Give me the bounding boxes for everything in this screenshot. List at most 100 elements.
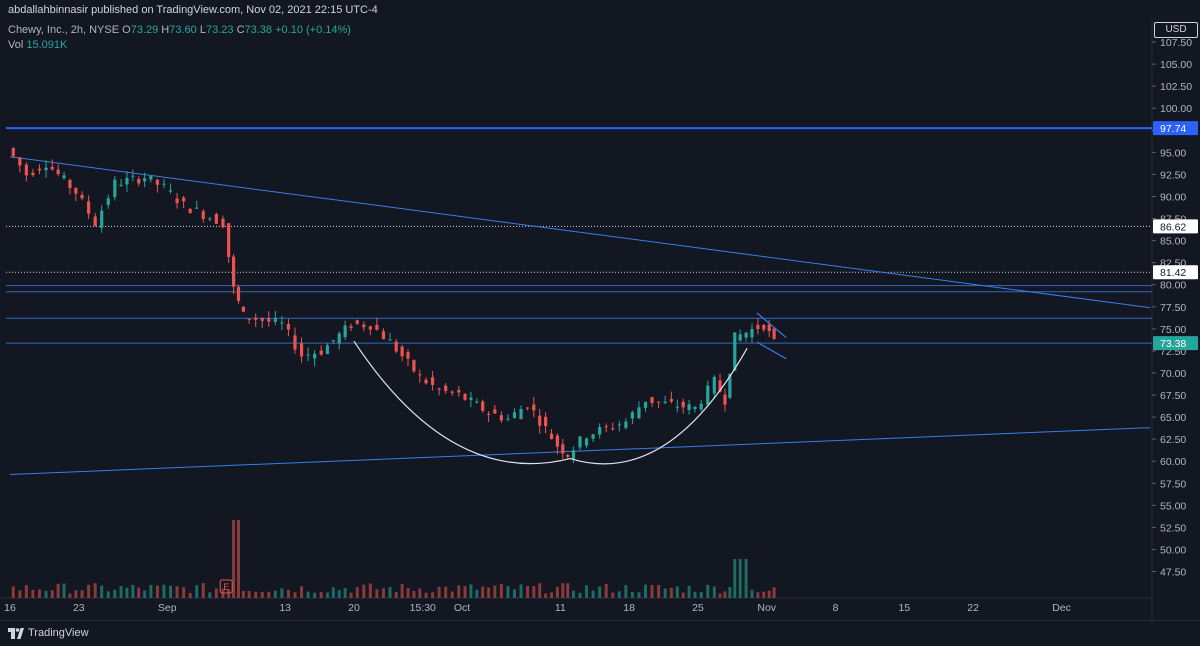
volume-bar [313, 592, 317, 598]
volume-bar [337, 590, 341, 598]
candle-body [31, 172, 35, 176]
candle-body [444, 385, 448, 391]
time-tick-label: 25 [692, 602, 704, 614]
volume-bar [499, 583, 503, 598]
volume-bar [566, 583, 570, 598]
candle-body [62, 175, 66, 179]
candle-body [74, 187, 78, 194]
earnings-marker [219, 579, 233, 594]
volume-bar [526, 585, 530, 598]
volume-bar [693, 591, 697, 598]
volume-bar [637, 592, 641, 598]
flag-lower-line [756, 341, 787, 360]
candle-body [744, 332, 748, 338]
volume-bar [155, 585, 159, 598]
candle-body [424, 379, 428, 384]
volume-bar [657, 585, 661, 598]
candle-body [767, 324, 771, 331]
candle-body [325, 345, 330, 355]
candle-body [313, 353, 317, 359]
candle-body [106, 198, 110, 205]
volume-bar [750, 589, 754, 598]
candle-body [306, 354, 310, 356]
volume-bar [362, 584, 366, 598]
volume-bar [375, 589, 379, 598]
volume-bar [18, 590, 22, 598]
price-label-box [1153, 219, 1198, 234]
volume-bar [538, 583, 542, 598]
candle-body [100, 210, 104, 228]
open-value: 73.29 [130, 24, 159, 36]
volume-bar [578, 592, 582, 598]
high-value: 73.60 [169, 24, 197, 36]
candle-body [162, 183, 166, 185]
current-price-label-box [1153, 336, 1198, 351]
volume-bar [611, 592, 615, 598]
price-tick-label: 47.50 [1160, 567, 1186, 579]
volume-bar [444, 586, 448, 598]
currency-button[interactable]: USD [1154, 22, 1198, 38]
candle-body [201, 211, 205, 219]
earnings-marker-label: E [223, 582, 229, 592]
candle-body [591, 434, 595, 439]
descending-trendline [9, 156, 1151, 309]
volume-bar [675, 586, 679, 598]
candle-body [469, 397, 473, 400]
candle-body [687, 404, 691, 411]
candle-body [188, 208, 192, 214]
volume-bar [113, 589, 117, 598]
candle-body [93, 216, 97, 226]
candle-body [267, 318, 271, 322]
volume-bar [604, 583, 608, 598]
volume-bar [232, 520, 236, 598]
candle-body [457, 390, 461, 393]
cup-curve [353, 340, 748, 465]
candle-body [388, 339, 392, 341]
volume-bar [512, 589, 516, 598]
candle-body [11, 148, 15, 157]
volume-bar [663, 588, 667, 598]
volume-bar [591, 590, 595, 598]
time-tick-label: 16 [4, 602, 16, 614]
volume-bar [241, 590, 245, 598]
volume-bar [598, 586, 602, 598]
volume-bar [137, 587, 141, 598]
volume-bar [50, 590, 54, 598]
volume-bar [532, 586, 536, 598]
candle-body [87, 201, 91, 214]
candle-body [663, 401, 667, 404]
candle-body [221, 218, 225, 228]
candle-body [657, 401, 661, 403]
price-label-97: 97.74 [1160, 123, 1186, 135]
volume-bar [44, 590, 48, 598]
candle-series [11, 147, 776, 464]
price-tick-label: 95.00 [1160, 147, 1186, 159]
candle-body [637, 407, 641, 419]
time-tick-label: 23 [73, 602, 85, 614]
candle-body [37, 168, 42, 171]
candle-body [630, 412, 635, 419]
price-tick-label: 92.50 [1160, 169, 1186, 181]
time-tick-label: Sep [158, 602, 177, 614]
candle-body [519, 408, 523, 420]
candle-body [260, 318, 264, 321]
candle-body [611, 428, 615, 430]
volume-bar [131, 584, 135, 598]
volume-bar [143, 590, 147, 598]
candle-body [617, 424, 621, 426]
candle-body [149, 175, 153, 180]
volume-bar [319, 591, 323, 598]
volume-bar [331, 587, 335, 598]
volume-line: Vol 15.091K [8, 38, 351, 53]
volume-bar [236, 520, 240, 598]
candle-body [675, 406, 679, 408]
candle-body [487, 413, 491, 415]
publisher-text: abdallahbinnasir published on TradingVie… [8, 4, 378, 16]
candle-body [80, 194, 84, 199]
candle-body [319, 350, 323, 355]
candle-body [723, 394, 727, 405]
volume-bar [214, 588, 218, 598]
candle-body [738, 334, 742, 341]
candle-body [512, 412, 517, 418]
